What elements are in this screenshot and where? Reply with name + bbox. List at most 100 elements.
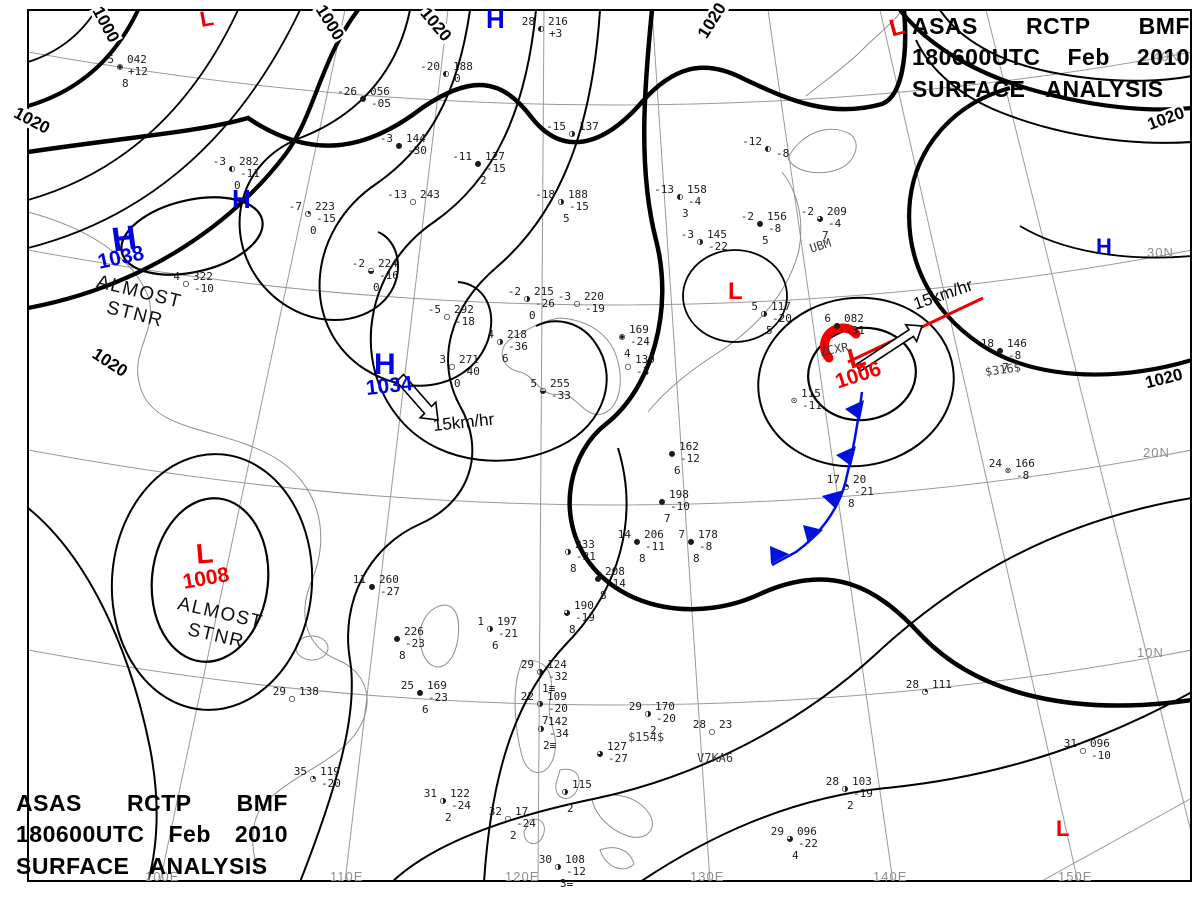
station-tendency: -34 — [549, 727, 569, 740]
station-pressure: 109 — [547, 690, 567, 703]
area-label: V7KA6 — [697, 751, 734, 765]
station-tendency: -30 — [407, 144, 427, 157]
station-pressure: 170 — [655, 700, 675, 713]
station-temperature: -12 — [742, 135, 762, 148]
station-pressure: 197 — [497, 615, 517, 628]
station-tendency: -8 — [699, 540, 713, 553]
station-tendency: -22 — [708, 240, 728, 253]
station-extra: 6 — [674, 464, 681, 477]
title-word: 2010 — [234, 821, 288, 848]
station-tendency: -11 — [645, 540, 665, 553]
station-extra: 8 — [569, 623, 576, 636]
station-pressure: 218 — [507, 328, 527, 341]
station-pressure: 188 — [568, 188, 588, 201]
station-pressure: 215 — [534, 285, 554, 298]
station-symbol: ◔ — [842, 481, 850, 493]
station-temperature: 30 — [538, 853, 552, 866]
station-temperature: -3 — [379, 132, 393, 145]
station-tendency: -20 — [772, 312, 792, 325]
station-extra: 0 — [310, 224, 317, 237]
station-symbol: ◐ — [676, 191, 684, 203]
station-temperature: -2 — [507, 285, 521, 298]
station-pressure: 224 — [378, 257, 398, 270]
station-pressure: 082 — [844, 312, 864, 325]
station-extra: 2 — [510, 829, 517, 842]
station-symbol: ◑ — [557, 196, 565, 208]
station-extra: 2 — [650, 724, 657, 737]
map-frame — [27, 9, 1192, 882]
station-pressure: 17 — [515, 805, 529, 818]
station-pressure: 255 — [550, 377, 570, 390]
graticule-label: 30N — [1147, 245, 1174, 260]
station-symbol: ◐ — [228, 163, 236, 175]
station-temperature: -26 — [337, 85, 357, 98]
station-temperature: -5 — [100, 53, 114, 66]
station-tendency: -12 — [566, 865, 586, 878]
station-extra: 5 — [762, 234, 769, 247]
area-label: $154$ — [628, 730, 665, 744]
high-center-symbol: H — [374, 348, 396, 381]
station-symbol: ◐ — [764, 143, 772, 155]
station-extra: 6 — [422, 703, 429, 716]
station-symbol: ◉ — [116, 61, 124, 73]
station-temperature: 7 — [678, 528, 685, 541]
station-tendency: -15 — [486, 162, 506, 175]
station-symbol: ◑ — [536, 666, 544, 678]
station-temperature: -3 — [212, 155, 226, 168]
station-symbol: ● — [393, 633, 401, 645]
station-pressure: 117 — [771, 300, 791, 313]
station-symbol: ○ — [182, 278, 190, 290]
title-word: 180600UTC — [16, 821, 145, 848]
title-word: RCTP — [126, 790, 192, 816]
station-temperature: 17 — [826, 473, 840, 486]
title-line: 180600UTC Feb 2010 — [16, 821, 288, 848]
station-pressure: 292 — [454, 303, 474, 316]
station-pressure: 115 — [801, 387, 821, 400]
station-temperature: 28 — [692, 718, 706, 731]
station-symbol: ○ — [504, 813, 512, 825]
high-center-symbol: H — [486, 4, 505, 34]
station-pressure: 223 — [315, 200, 335, 213]
station-pressure: 122 — [450, 787, 470, 800]
station-symbol: ● — [416, 687, 424, 699]
station-symbol: ○ — [1079, 745, 1087, 757]
station-temperature: -2 — [351, 257, 365, 270]
title-word: ASAS — [912, 13, 978, 39]
high-center-symbol: H — [1096, 234, 1112, 259]
station-tendency: -8 — [776, 147, 790, 160]
station-extra: 7 — [542, 714, 549, 727]
station-tendency: -33 — [551, 389, 571, 402]
station-pressure: 233 — [575, 538, 595, 551]
station-temperature: 35 — [293, 765, 307, 778]
station-temperature: 29 — [770, 825, 784, 838]
station-pressure: 096 — [797, 825, 817, 838]
low-center-symbol: L — [1056, 816, 1070, 841]
station-temperature: 29 — [272, 685, 286, 698]
station-temperature: -7 — [288, 200, 302, 213]
station-extra: 8 — [122, 77, 129, 90]
station-extra: 0 — [373, 281, 380, 294]
station-symbol: ● — [359, 93, 367, 105]
station-symbol: ● — [668, 448, 676, 460]
station-pressure: 198 — [669, 488, 689, 501]
station-tendency: -20 — [548, 702, 568, 715]
station-tendency: -23 — [428, 691, 448, 704]
title-top-right: ASAS RCTP BMF 180600UTC Feb 2010 SURFACE ANALYS… — [912, 13, 1190, 102]
title-word: BMF — [236, 790, 288, 816]
station-tendency: -24 — [451, 799, 471, 812]
station-temperature: 5 — [530, 377, 537, 390]
station-symbol: ● — [633, 536, 641, 548]
station-pressure: 208 — [605, 565, 625, 578]
station-pressure: 158 — [687, 183, 707, 196]
title-word: SURFACE — [16, 852, 130, 879]
station-extra: 2≡ — [543, 739, 557, 752]
station-extra: 6 — [502, 352, 509, 365]
station-tendency: -27 — [608, 752, 628, 765]
station-symbol: ● — [594, 573, 602, 585]
station-symbol: ● — [996, 345, 1004, 357]
station-tendency: -31 — [845, 324, 865, 337]
station-symbol: ◐ — [442, 68, 450, 80]
station-pressure: 226 — [404, 625, 424, 638]
station-tendency: -11 — [240, 167, 260, 180]
title-line: SURFACE ANALYSIS — [16, 852, 288, 879]
